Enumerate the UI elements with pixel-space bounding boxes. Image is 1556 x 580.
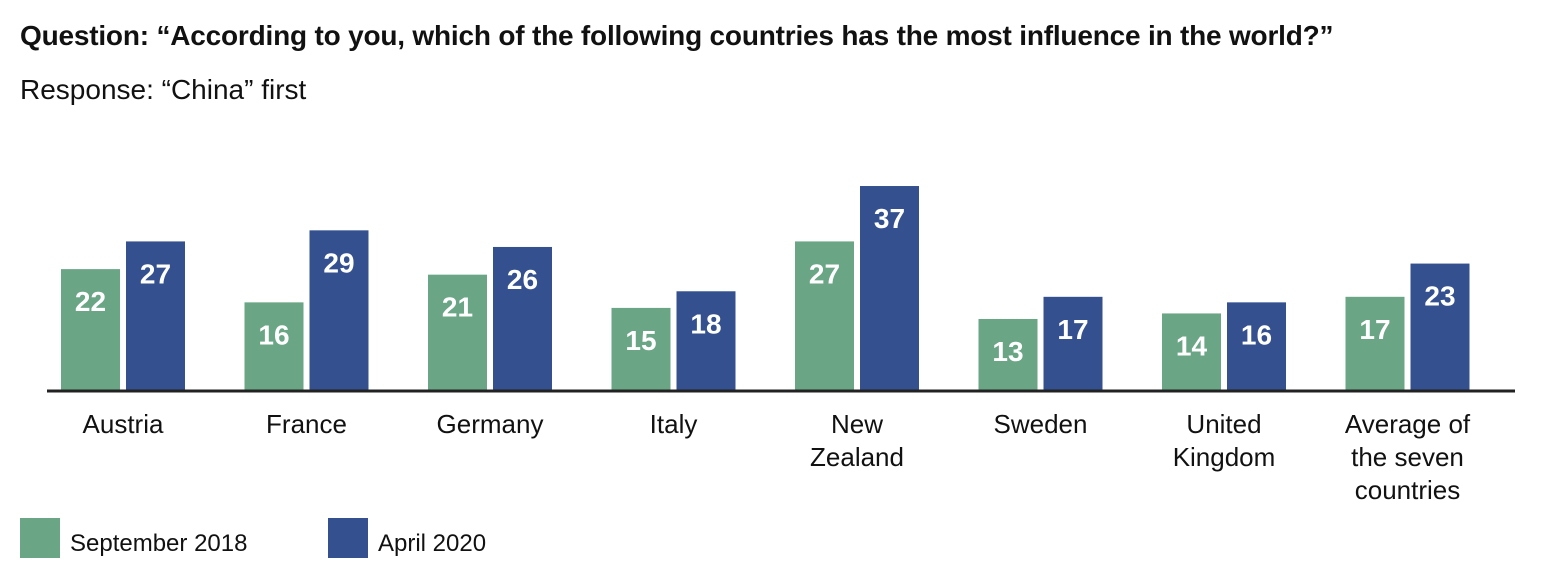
bar [795, 241, 854, 391]
legend-item-apr-2020: April 2020 [328, 518, 486, 558]
category-label: Zealand [810, 442, 904, 472]
data-label: 14 [1176, 330, 1208, 361]
bar [428, 274, 487, 391]
category-label: Kingdom [1173, 442, 1276, 472]
category-label: United [1186, 409, 1261, 439]
legend-swatch [328, 518, 368, 558]
bar [244, 302, 304, 391]
legend-item-sep-2018: September 2018 [20, 518, 247, 558]
bar [978, 318, 1038, 391]
category-label: Austria [83, 409, 164, 439]
chart-title: Question: “According to you, which of th… [20, 20, 1334, 51]
data-label: 27 [140, 258, 171, 289]
data-label: 23 [1424, 281, 1455, 312]
data-label: 27 [809, 258, 840, 289]
bar [611, 307, 671, 391]
category-label: France [266, 409, 347, 439]
data-label: 26 [507, 264, 538, 295]
data-label: 17 [1057, 314, 1088, 345]
data-label: 22 [75, 286, 106, 317]
data-label: 17 [1359, 314, 1390, 345]
legend-swatch [20, 518, 60, 558]
legend-label: September 2018 [70, 530, 248, 557]
category-label: Germany [437, 409, 544, 439]
category-label: Sweden [994, 409, 1088, 439]
bar [860, 186, 919, 391]
chart-subtitle: Response: “China” first [20, 74, 307, 105]
bar [61, 269, 120, 391]
data-label: 16 [258, 319, 289, 350]
data-label: 16 [1241, 319, 1272, 350]
bar [676, 291, 736, 391]
category-label: countries [1355, 475, 1461, 505]
data-label: 37 [874, 203, 905, 234]
bar [1162, 313, 1221, 391]
bar [1410, 263, 1470, 391]
data-label: 18 [690, 308, 721, 339]
bar [309, 230, 369, 391]
category-label: the seven [1351, 442, 1464, 472]
bar [1043, 296, 1103, 391]
data-label: 29 [323, 247, 354, 278]
category-label: New [831, 409, 883, 439]
data-label: 13 [992, 336, 1023, 367]
legend-label: April 2020 [378, 530, 487, 557]
category-label: Average of [1345, 409, 1471, 439]
bar [493, 246, 552, 391]
data-label: 15 [625, 325, 656, 356]
data-label: 21 [442, 292, 473, 323]
bar [1227, 302, 1286, 391]
bar [126, 241, 185, 391]
category-label: Italy [650, 409, 698, 439]
bar [1345, 296, 1405, 391]
